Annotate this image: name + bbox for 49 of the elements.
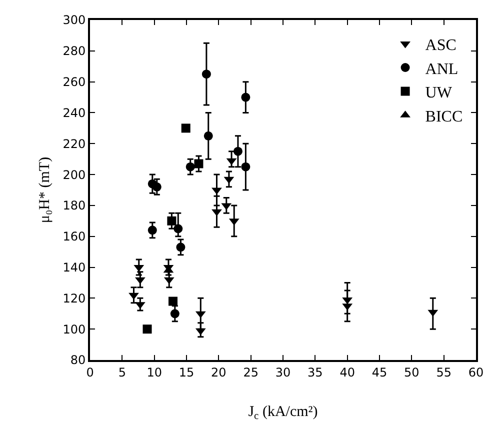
legend-label: ASC — [425, 36, 456, 54]
point — [241, 162, 250, 172]
point — [128, 292, 139, 300]
point — [241, 92, 250, 102]
x-tick-label: 30 — [275, 365, 291, 380]
x-tick-label: 40 — [340, 365, 355, 380]
x-tick-label: 10 — [146, 365, 162, 380]
y-axis-title: μ₀H* (mT) — [37, 156, 53, 224]
point — [167, 216, 176, 226]
point — [181, 124, 190, 133]
point — [212, 209, 222, 216]
y-tick-label: 140 — [62, 260, 86, 274]
x-tick-label: 0 — [86, 365, 94, 380]
point — [233, 146, 242, 156]
point — [168, 296, 178, 306]
point — [186, 162, 195, 172]
x-tick-label: 60 — [468, 365, 484, 380]
point — [194, 159, 204, 168]
legend-label: BICC — [425, 108, 463, 126]
y-tick-label: 260 — [62, 75, 86, 90]
point — [202, 70, 211, 79]
y-tick-label: 300 — [62, 13, 86, 28]
y-tick-label: 180 — [62, 198, 86, 213]
x-tick-label: 20 — [211, 365, 226, 380]
x-tick-label: 15 — [178, 365, 194, 380]
point — [174, 224, 183, 234]
point — [152, 182, 162, 192]
x-axis-title: J$_{c}$ (kA/cm²) — [248, 404, 318, 422]
y-tick-label: 240 — [62, 106, 86, 120]
y-tick-label: 80 — [70, 353, 86, 368]
x-tick-label: 55 — [436, 365, 452, 380]
x-tick-label: 45 — [372, 365, 388, 380]
legend-label: ANL — [425, 60, 458, 78]
legend-label: UW — [425, 84, 453, 102]
y-tick-label: 220 — [62, 136, 86, 151]
point — [204, 131, 213, 140]
x-tick-label: 50 — [404, 365, 420, 380]
y-tick-label: 160 — [62, 230, 86, 244]
x-tick-label: 25 — [243, 365, 258, 380]
point — [170, 309, 180, 318]
y-tick-label: 100 — [62, 322, 86, 336]
y-tick-label: 200 — [62, 168, 86, 182]
point — [176, 242, 186, 252]
x-tick-label: 5 — [118, 365, 126, 380]
point — [148, 226, 157, 235]
x-tick-label: 35 — [308, 365, 323, 380]
y-tick-label: 120 — [62, 291, 86, 306]
point — [142, 324, 152, 334]
y-tick-label: 280 — [62, 44, 86, 58]
